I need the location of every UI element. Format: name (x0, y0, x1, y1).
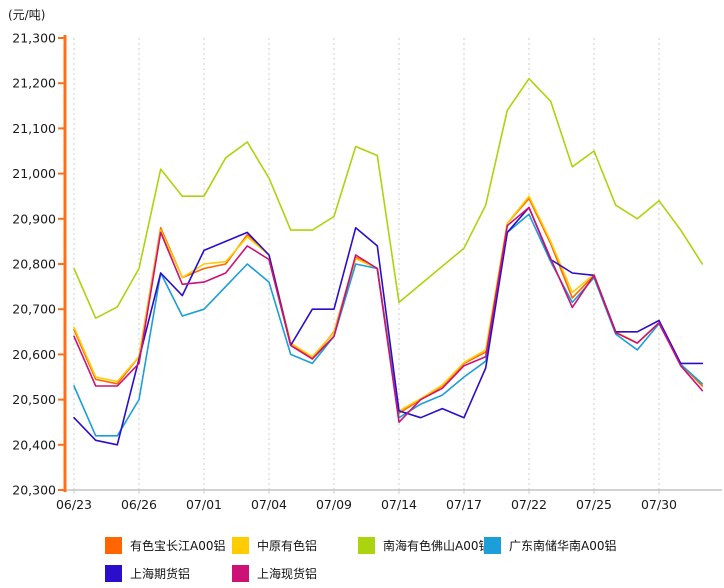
legend-item: 有色宝长江A00铝 (105, 535, 225, 555)
legend-item: 上海期货铝 (105, 563, 190, 583)
legend-swatch (105, 564, 122, 582)
x-axis-tick-label: 07/25 (576, 497, 612, 512)
y-axis-tick-label: 21,100 (12, 121, 56, 136)
legend-swatch (232, 564, 249, 582)
legend-label: 上海期货铝 (130, 566, 191, 581)
x-axis-tick-label: 07/14 (381, 497, 417, 512)
legend-label: 广东南储华南A00铝 (509, 538, 617, 553)
y-axis-tick-label: 21,000 (12, 166, 56, 181)
y-axis-tick-label: 20,800 (12, 257, 56, 272)
legend-label: 有色宝长江A00铝 (130, 538, 226, 553)
series-line-5 (73, 206, 704, 424)
series-line-2 (73, 77, 704, 320)
x-axis-tick-label: 07/30 (641, 497, 677, 512)
x-axis-tick-label: 07/17 (446, 497, 482, 512)
legend-swatch (232, 536, 249, 554)
y-axis-unit-label: (元/吨) (8, 8, 46, 22)
legend-swatch (358, 536, 375, 554)
series-line-4 (73, 206, 704, 446)
legend-swatch (484, 536, 501, 554)
legend-item: 中原有色铝 (232, 535, 317, 555)
legend-swatch (105, 536, 122, 554)
legend-item: 广东南储华南A00铝 (484, 535, 616, 555)
y-axis-tick-label: 20,300 (12, 483, 56, 498)
x-axis-tick-label: 07/04 (251, 497, 287, 512)
x-axis-tick-label: 07/01 (186, 497, 222, 512)
legend-label: 上海现货铝 (257, 566, 318, 581)
y-axis-tick-label: 20,500 (12, 392, 56, 407)
legend-label: 南海有色佛山A00铝 (383, 538, 491, 553)
x-axis-tick-label: 06/23 (56, 497, 92, 512)
y-axis-tick-label: 20,700 (12, 302, 56, 317)
x-axis-tick-label: 06/26 (121, 497, 157, 512)
legend-label: 中原有色铝 (257, 538, 318, 553)
legend-item: 南海有色佛山A00铝 (358, 535, 490, 555)
y-axis-tick-label: 20,900 (12, 211, 56, 226)
y-axis-tick-label: 20,400 (12, 437, 56, 452)
y-axis-tick-label: 21,300 (12, 31, 56, 46)
y-axis-tick-label: 20,600 (12, 347, 56, 362)
chart-plot-area: 21,300 21,200 21,100 21,000 20,900 20,800 20,7… (12, 31, 722, 512)
legend-item: 上海现货铝 (232, 563, 317, 583)
x-axis-tick-label: 07/09 (316, 497, 352, 512)
x-axis-tick-label: 07/22 (511, 497, 547, 512)
y-axis-tick-label: 21,200 (12, 76, 56, 91)
